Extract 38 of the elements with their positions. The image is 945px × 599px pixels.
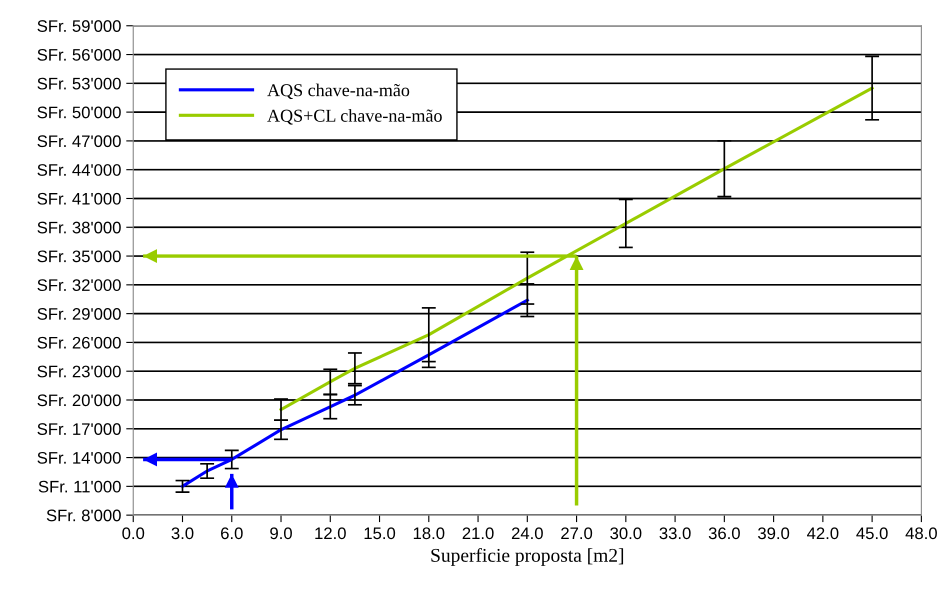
x-tick-label: 15.0 [364,527,396,540]
y-tick-label: SFr. 11'000 [38,480,121,493]
legend-label: AQS+CL chave-na-mão [267,109,442,125]
y-tick-label: SFr. 47'000 [37,135,121,148]
y-tick-label: SFr. 17'000 [37,423,121,435]
y-tick-label: SFr. 20'000 [37,394,121,406]
x-tick-label: 3.0 [172,527,194,540]
x-tick-label: 12.0 [315,527,346,540]
y-tick-label: SFr. 41'000 [37,192,121,205]
x-tick-label: 45.0 [856,527,888,540]
y-tick-label: SFr. 59'000 [37,20,121,32]
x-tick-label: 6.0 [221,527,243,540]
x-tick-label: 48.0 [906,527,937,540]
y-tick-label: SFr. 56'000 [37,48,121,61]
y-tick-label: SFr. 53'000 [37,78,121,90]
y-tick-label: SFr. 50'000 [37,106,121,118]
x-tick-label: 0.0 [122,527,144,540]
y-tick-label: SFr. 29'000 [37,308,121,320]
x-tick-label: 30.0 [610,527,642,540]
x-tick-label: 21.0 [462,527,494,540]
x-axis-title: Superficie proposta [m2] [431,548,624,566]
y-tick-label: SFr. 38'000 [37,222,121,234]
y-tick-label: SFr. 32'000 [37,279,121,292]
y-tick-label: SFr. 44'000 [37,164,121,176]
y-tick-label: SFr. 14'000 [37,452,121,464]
x-tick-label: 24.0 [512,527,543,540]
x-tick-label: 27.0 [561,527,592,540]
x-tick-label: 39.0 [758,527,790,540]
y-tick-label: SFr. 35'000 [37,250,121,262]
y-tick-label: SFr. 8'000 [46,510,121,522]
x-tick-label: 9.0 [270,527,292,540]
x-tick-label: 42.0 [807,527,838,540]
y-tick-label: SFr. 23'000 [37,366,121,378]
legend-label: AQS chave-na-mão [267,84,410,100]
x-tick-label: 18.0 [414,527,444,540]
y-tick-label: SFr. 26'000 [37,336,121,349]
x-tick-label: 33.0 [660,527,691,540]
x-tick-label: 36.0 [708,527,740,540]
